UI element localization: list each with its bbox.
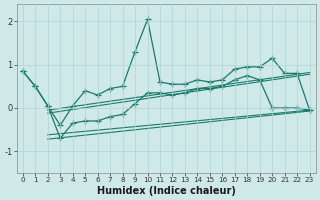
X-axis label: Humidex (Indice chaleur): Humidex (Indice chaleur): [97, 186, 236, 196]
